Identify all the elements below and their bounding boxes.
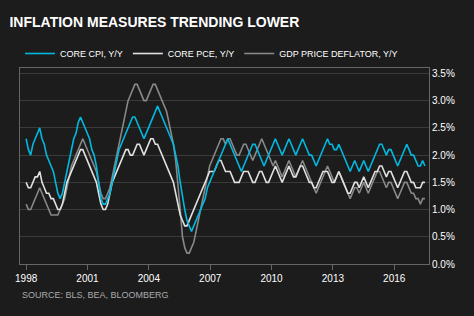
svg-text:2016: 2016 [383,273,406,284]
svg-text:3.0%: 3.0% [432,95,455,106]
svg-text:INFLATION MEASURES TRENDING LO: INFLATION MEASURES TRENDING LOWER [9,14,299,30]
svg-text:1.5%: 1.5% [432,177,455,188]
svg-text:1998: 1998 [15,273,38,284]
svg-text:GDP PRICE DEFLATOR, Y/Y: GDP PRICE DEFLATOR, Y/Y [279,49,397,59]
svg-text:2013: 2013 [322,273,345,284]
svg-text:CORE CPI, Y/Y: CORE CPI, Y/Y [60,49,123,59]
svg-text:0.0%: 0.0% [432,259,455,270]
svg-text:SOURCE: BLS, BEA, BLOOMBERG: SOURCE: BLS, BEA, BLOOMBERG [22,290,169,300]
svg-text:2004: 2004 [138,273,161,284]
svg-text:0.5%: 0.5% [432,231,455,242]
svg-text:2007: 2007 [199,273,222,284]
svg-text:2.5%: 2.5% [432,122,455,133]
svg-text:1.0%: 1.0% [432,204,455,215]
svg-text:2001: 2001 [76,273,99,284]
svg-text:3.5%: 3.5% [432,68,455,79]
svg-text:2010: 2010 [260,273,283,284]
svg-text:CORE PCE, Y/Y: CORE PCE, Y/Y [168,49,234,59]
svg-text:2.0%: 2.0% [432,150,455,161]
